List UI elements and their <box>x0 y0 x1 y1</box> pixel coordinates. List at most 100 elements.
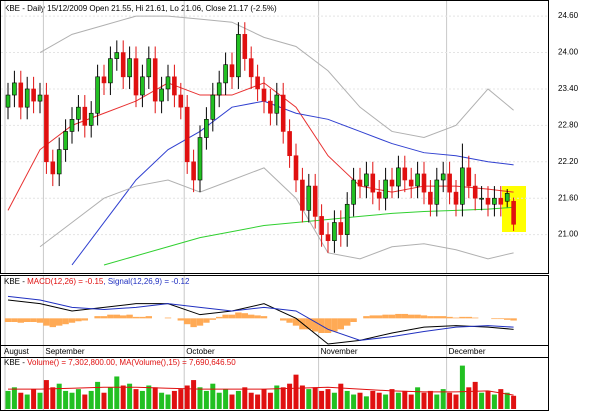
volume-bar <box>24 394 30 409</box>
volume-bar <box>479 392 485 409</box>
histogram-bar <box>145 316 152 319</box>
candle-body <box>325 234 331 241</box>
histogram-bar <box>107 314 114 319</box>
candle-body <box>159 88 164 102</box>
volume-bar <box>421 392 427 409</box>
volume-bar <box>43 380 49 409</box>
volume-bar <box>63 390 69 409</box>
candle-body <box>101 76 107 84</box>
candle-body <box>389 179 395 187</box>
volume-bar <box>511 395 517 409</box>
month-label: October <box>186 347 215 356</box>
candle-body <box>140 76 145 96</box>
overlay-line <box>39 167 514 260</box>
histogram-bar <box>120 315 127 319</box>
candle-body <box>357 179 363 187</box>
candle-body <box>376 191 382 199</box>
histogram-bar <box>446 316 453 319</box>
volume-bar <box>370 390 376 409</box>
volume-bar <box>152 387 158 409</box>
histogram-bar <box>331 318 338 332</box>
overlay-line <box>71 100 514 266</box>
candle-body <box>37 94 43 102</box>
volume-bar <box>331 392 337 409</box>
volume-bar <box>415 387 421 409</box>
y-tick-label: 21.60 <box>558 193 579 202</box>
candle-body <box>184 106 190 163</box>
candle-body <box>408 179 414 187</box>
volume-bar <box>440 389 446 409</box>
histogram-bar <box>68 318 76 323</box>
histogram-bar <box>510 318 517 321</box>
candle-body <box>293 155 299 181</box>
volume-bar <box>37 392 43 409</box>
candle-body <box>485 197 491 205</box>
price-panel <box>0 0 549 274</box>
histogram-bar <box>94 316 101 319</box>
title-part: Volume() = 7,302,800.00 <box>27 358 115 367</box>
month-label: September <box>45 347 84 356</box>
candle-body <box>44 94 49 163</box>
histogram-bar <box>248 314 255 319</box>
volume-bar <box>56 383 62 409</box>
candle-body <box>248 58 254 78</box>
volume-bar <box>363 396 369 409</box>
candle-body <box>492 197 497 205</box>
histogram-bar <box>363 316 370 319</box>
histogram-bar <box>280 318 287 321</box>
candle-body <box>56 149 62 175</box>
candle-body <box>396 167 401 187</box>
histogram-bar <box>17 318 24 323</box>
candle-body <box>12 82 17 96</box>
volume-bar <box>344 390 350 409</box>
candle-body <box>95 76 100 114</box>
histogram-bar <box>254 315 261 319</box>
volume-bar <box>504 392 510 409</box>
histogram-bar <box>344 318 351 326</box>
histogram-bar <box>459 316 466 319</box>
candle-body <box>76 106 81 120</box>
candle-body <box>268 100 273 114</box>
y-tick-label: 22.80 <box>558 120 579 129</box>
volume-bar <box>395 392 401 409</box>
volume-bar <box>127 383 133 409</box>
candle-body <box>312 185 318 217</box>
volume-bar <box>11 387 17 409</box>
candle-body <box>351 179 356 205</box>
volume-bar <box>178 389 184 409</box>
volume-bar <box>210 383 216 409</box>
histogram-bar <box>49 318 56 328</box>
title-part: MACD(12,26) = -0.15 <box>27 277 104 286</box>
volume-bar <box>459 365 465 409</box>
histogram-bar <box>408 314 415 319</box>
histogram-bar <box>43 318 50 326</box>
volume-bar <box>447 392 453 409</box>
volume-bar <box>338 383 344 409</box>
histogram-bar <box>312 318 319 332</box>
panel-title: KBE - MACD(12,26) = -0.15, Signal(12,26,… <box>4 277 190 286</box>
histogram-bar <box>395 313 402 319</box>
volume-bar <box>120 385 126 409</box>
candle-body <box>440 173 446 181</box>
candle-body <box>466 167 472 187</box>
y-tick-label: 24.00 <box>558 48 579 57</box>
candle-body <box>5 94 11 108</box>
month-label: December <box>449 347 486 356</box>
candle-body <box>120 52 126 78</box>
volume-bar <box>95 381 101 409</box>
volume-bar <box>306 389 312 409</box>
volume-bar <box>229 394 235 409</box>
volume-bar <box>146 385 152 409</box>
histogram-bar <box>56 318 63 326</box>
histogram-bar <box>427 316 434 319</box>
candle-body <box>402 167 408 181</box>
histogram-bar <box>337 318 344 330</box>
histogram-bar <box>228 314 236 319</box>
candle-body <box>191 161 196 181</box>
histogram-bar <box>491 318 498 320</box>
candle-body <box>447 173 452 193</box>
candle-body <box>127 58 132 78</box>
candle-body <box>236 34 241 78</box>
histogram-bar <box>203 318 210 323</box>
title-part: KBE - <box>4 277 27 286</box>
